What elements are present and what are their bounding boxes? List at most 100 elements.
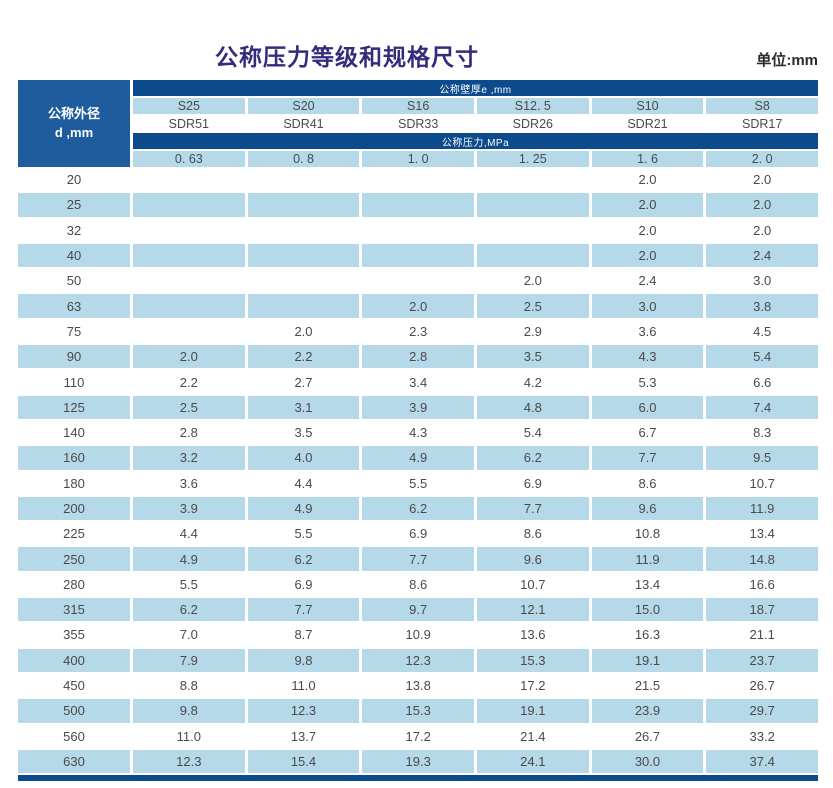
table-cell: 6.9	[294, 576, 313, 592]
table-cell	[247, 193, 360, 217]
sdr-label: SDR41	[247, 114, 360, 133]
table-cell: 3.0	[591, 294, 704, 318]
table-cell: 5.4	[523, 425, 542, 441]
pressure-value: 1. 25	[476, 151, 589, 167]
table-cell: 2.9	[523, 323, 542, 339]
table-cell	[362, 193, 474, 217]
table-cell: 29.7	[706, 699, 818, 723]
row-diameter: 315	[18, 598, 130, 622]
table-cell: 33.2	[749, 728, 775, 744]
table-cell: 7.4	[706, 395, 818, 419]
table-cell: 10.7	[520, 576, 546, 592]
table-cell: 3.0	[753, 273, 772, 289]
sdr-label: SDR51	[133, 114, 245, 133]
title-bar: 公称压力等级和规格尺寸 单位:mm	[0, 0, 833, 80]
table-cell: 3.4	[409, 374, 428, 390]
table-cell: 5.5	[409, 475, 428, 491]
table-cell: 2.0	[753, 172, 772, 188]
table-cell: 2.8	[179, 425, 198, 441]
table-cell: 7.7	[247, 598, 360, 622]
table-cell: 11.0	[291, 678, 316, 694]
pressure-value: 0. 63	[133, 151, 245, 167]
pressure-value: 1. 0	[362, 151, 474, 167]
table-cell: 4.9	[362, 446, 474, 470]
table-cell: 2.4	[706, 243, 818, 268]
table-cell: 3.5	[294, 425, 313, 441]
table-cell	[362, 269, 474, 292]
table-cell: 16.3	[634, 627, 661, 643]
table-row: 400 7.9 9.8 12.3 15.3 19.1 23.7	[18, 648, 818, 673]
table-row: 20 2.0 2.0	[18, 167, 818, 192]
table-cell: 2.0	[133, 345, 245, 369]
row-diameter: 250	[18, 547, 130, 571]
table-cell: 3.6	[638, 323, 657, 339]
table-row: 500 9.8 12.3 15.3 19.1 23.9 29.7	[18, 698, 818, 723]
table-cell: 2.4	[638, 273, 657, 289]
table-cell: 6.2	[133, 598, 245, 622]
table-cell: 2.3	[409, 323, 428, 339]
table-row: 225 4.4 5.5 6.9 8.6 10.8 13.4	[18, 521, 818, 546]
table-row: 90 2.0 2.2 2.8 3.5 4.3 5.4	[18, 344, 818, 369]
corner-header-line2: d ,mm	[54, 124, 94, 140]
table-cell: 2.2	[179, 374, 198, 390]
table-row: 450 8.8 11.0 13.8 17.2 21.5 26.7	[18, 673, 818, 698]
table-cell: 15.3	[362, 699, 474, 723]
table-cell: 3.2	[133, 446, 245, 470]
table-row: 40 2.0 2.4	[18, 243, 818, 268]
table-cell: 24.1	[476, 749, 589, 774]
s-class-label: S25	[133, 98, 245, 114]
table-cell: 9.7	[362, 598, 474, 622]
table-cell: 6.6	[753, 374, 772, 390]
sdr-label: SDR21	[591, 114, 704, 133]
table-cell: 5.5	[179, 576, 198, 592]
table-cell: 13.4	[749, 526, 775, 542]
unit-label: 单位:mm	[756, 52, 818, 69]
table-cell: 4.4	[294, 475, 313, 491]
table-cell: 2.2	[247, 345, 360, 369]
table-row: 250 4.9 6.2 7.7 9.6 11.9 14.8	[18, 546, 818, 571]
table-cell	[247, 294, 360, 318]
table-cell: 5.4	[706, 345, 818, 369]
table-cell: 2.0	[638, 172, 657, 188]
table-cell	[133, 168, 245, 191]
table-cell: 9.8	[247, 648, 360, 672]
table-cell	[133, 219, 245, 242]
table-row: 560 11.0 13.7 17.2 21.4 26.7 33.2	[18, 724, 818, 749]
table-cell: 9.8	[133, 699, 245, 723]
row-diameter: 63	[18, 294, 130, 318]
row-diameter: 500	[18, 699, 130, 723]
table-cell: 3.9	[362, 395, 474, 419]
table-cell: 13.8	[405, 678, 431, 694]
row-diameter: 50	[66, 273, 82, 289]
row-diameter: 125	[18, 395, 130, 419]
table-header: 公称外径 d ,mm 公称壁厚e ,mm S25 S20 S16 S12. 5 S10 S…	[18, 80, 818, 167]
table-bottom-bar	[18, 774, 818, 781]
wall-thickness-band: 公称壁厚e ,mm	[133, 80, 818, 96]
table-row: 315 6.2 7.7 9.7 12.1 15.0 18.7	[18, 597, 818, 622]
table-cell: 23.9	[591, 699, 704, 723]
table-cell: 2.0	[591, 243, 704, 268]
table-cell	[248, 269, 360, 292]
s-class-label: S20	[247, 98, 360, 114]
row-diameter: 200	[18, 496, 130, 521]
table-cell: 3.5	[476, 345, 589, 369]
table-row: 140 2.8 3.5 4.3 5.4 6.7 8.3	[18, 420, 818, 445]
table-cell: 8.6	[409, 576, 428, 592]
row-diameter: 450	[63, 678, 85, 694]
table-cell: 4.3	[409, 425, 428, 441]
table-cell: 13.6	[520, 627, 546, 643]
row-diameter: 90	[18, 345, 130, 369]
row-diameter: 75	[66, 323, 82, 339]
row-diameter: 160	[18, 446, 130, 470]
table-cell: 8.6	[638, 475, 657, 491]
table-cell: 13.7	[290, 728, 317, 744]
table-cell: 6.0	[591, 395, 704, 419]
table-cell	[476, 243, 589, 268]
header-columns: 公称壁厚e ,mm S25 S20 S16 S12. 5 S10 S8 SDR51 SDR4…	[133, 80, 818, 167]
table-cell	[362, 243, 474, 268]
table-cell: 9.5	[706, 446, 818, 470]
table-cell: 2.8	[362, 345, 474, 369]
sdr-label: SDR33	[362, 114, 474, 133]
table-cell: 7.7	[476, 496, 589, 521]
table-cell: 4.8	[476, 395, 589, 419]
